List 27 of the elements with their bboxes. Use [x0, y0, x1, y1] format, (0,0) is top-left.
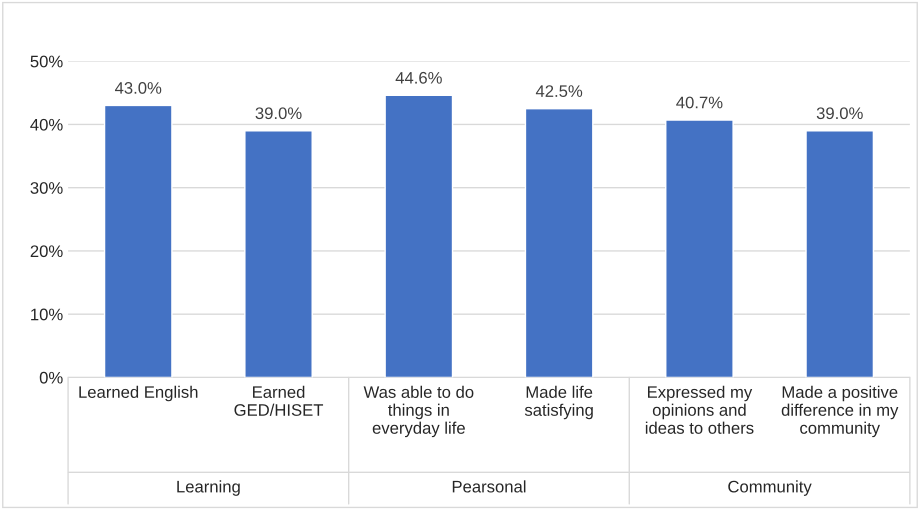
- bar: [805, 130, 874, 378]
- y-tick-label: 0%: [40, 372, 63, 384]
- y-tick-label: 40%: [30, 118, 63, 131]
- y-tick-label: 30%: [30, 182, 63, 194]
- y-tick-label: 50%: [30, 56, 63, 68]
- x-tick-label: Earned GED/HISET: [234, 386, 324, 416]
- x-tick-label: Made life satisfying: [524, 386, 593, 420]
- bar: [665, 119, 734, 378]
- text: Pearsonal: [452, 480, 526, 493]
- x-tick-label: Expressed my opinions and ideas to others: [646, 386, 754, 434]
- data-label: 39.0%: [256, 107, 302, 120]
- data-label: 40.7%: [676, 96, 722, 108]
- data-label: 42.5%: [536, 85, 582, 97]
- y-tick-label: 20%: [30, 245, 63, 258]
- data-label: 43.0%: [114, 82, 162, 94]
- bar: [244, 130, 313, 378]
- data-label: 39.0%: [816, 107, 863, 120]
- text: Community: [728, 480, 812, 496]
- x-tick-label: Learned English: [79, 386, 198, 402]
- bar: [384, 94, 454, 378]
- data-label: 44.6%: [396, 72, 442, 84]
- bar: [104, 104, 173, 378]
- y-tick-label: 10%: [31, 308, 63, 320]
- x-tick-label: Made a positive difference in my community: [782, 386, 898, 438]
- bar: [524, 108, 594, 378]
- text: Learning: [177, 480, 240, 496]
- x-tick-label: Was able to do things in everyday life: [364, 386, 474, 438]
